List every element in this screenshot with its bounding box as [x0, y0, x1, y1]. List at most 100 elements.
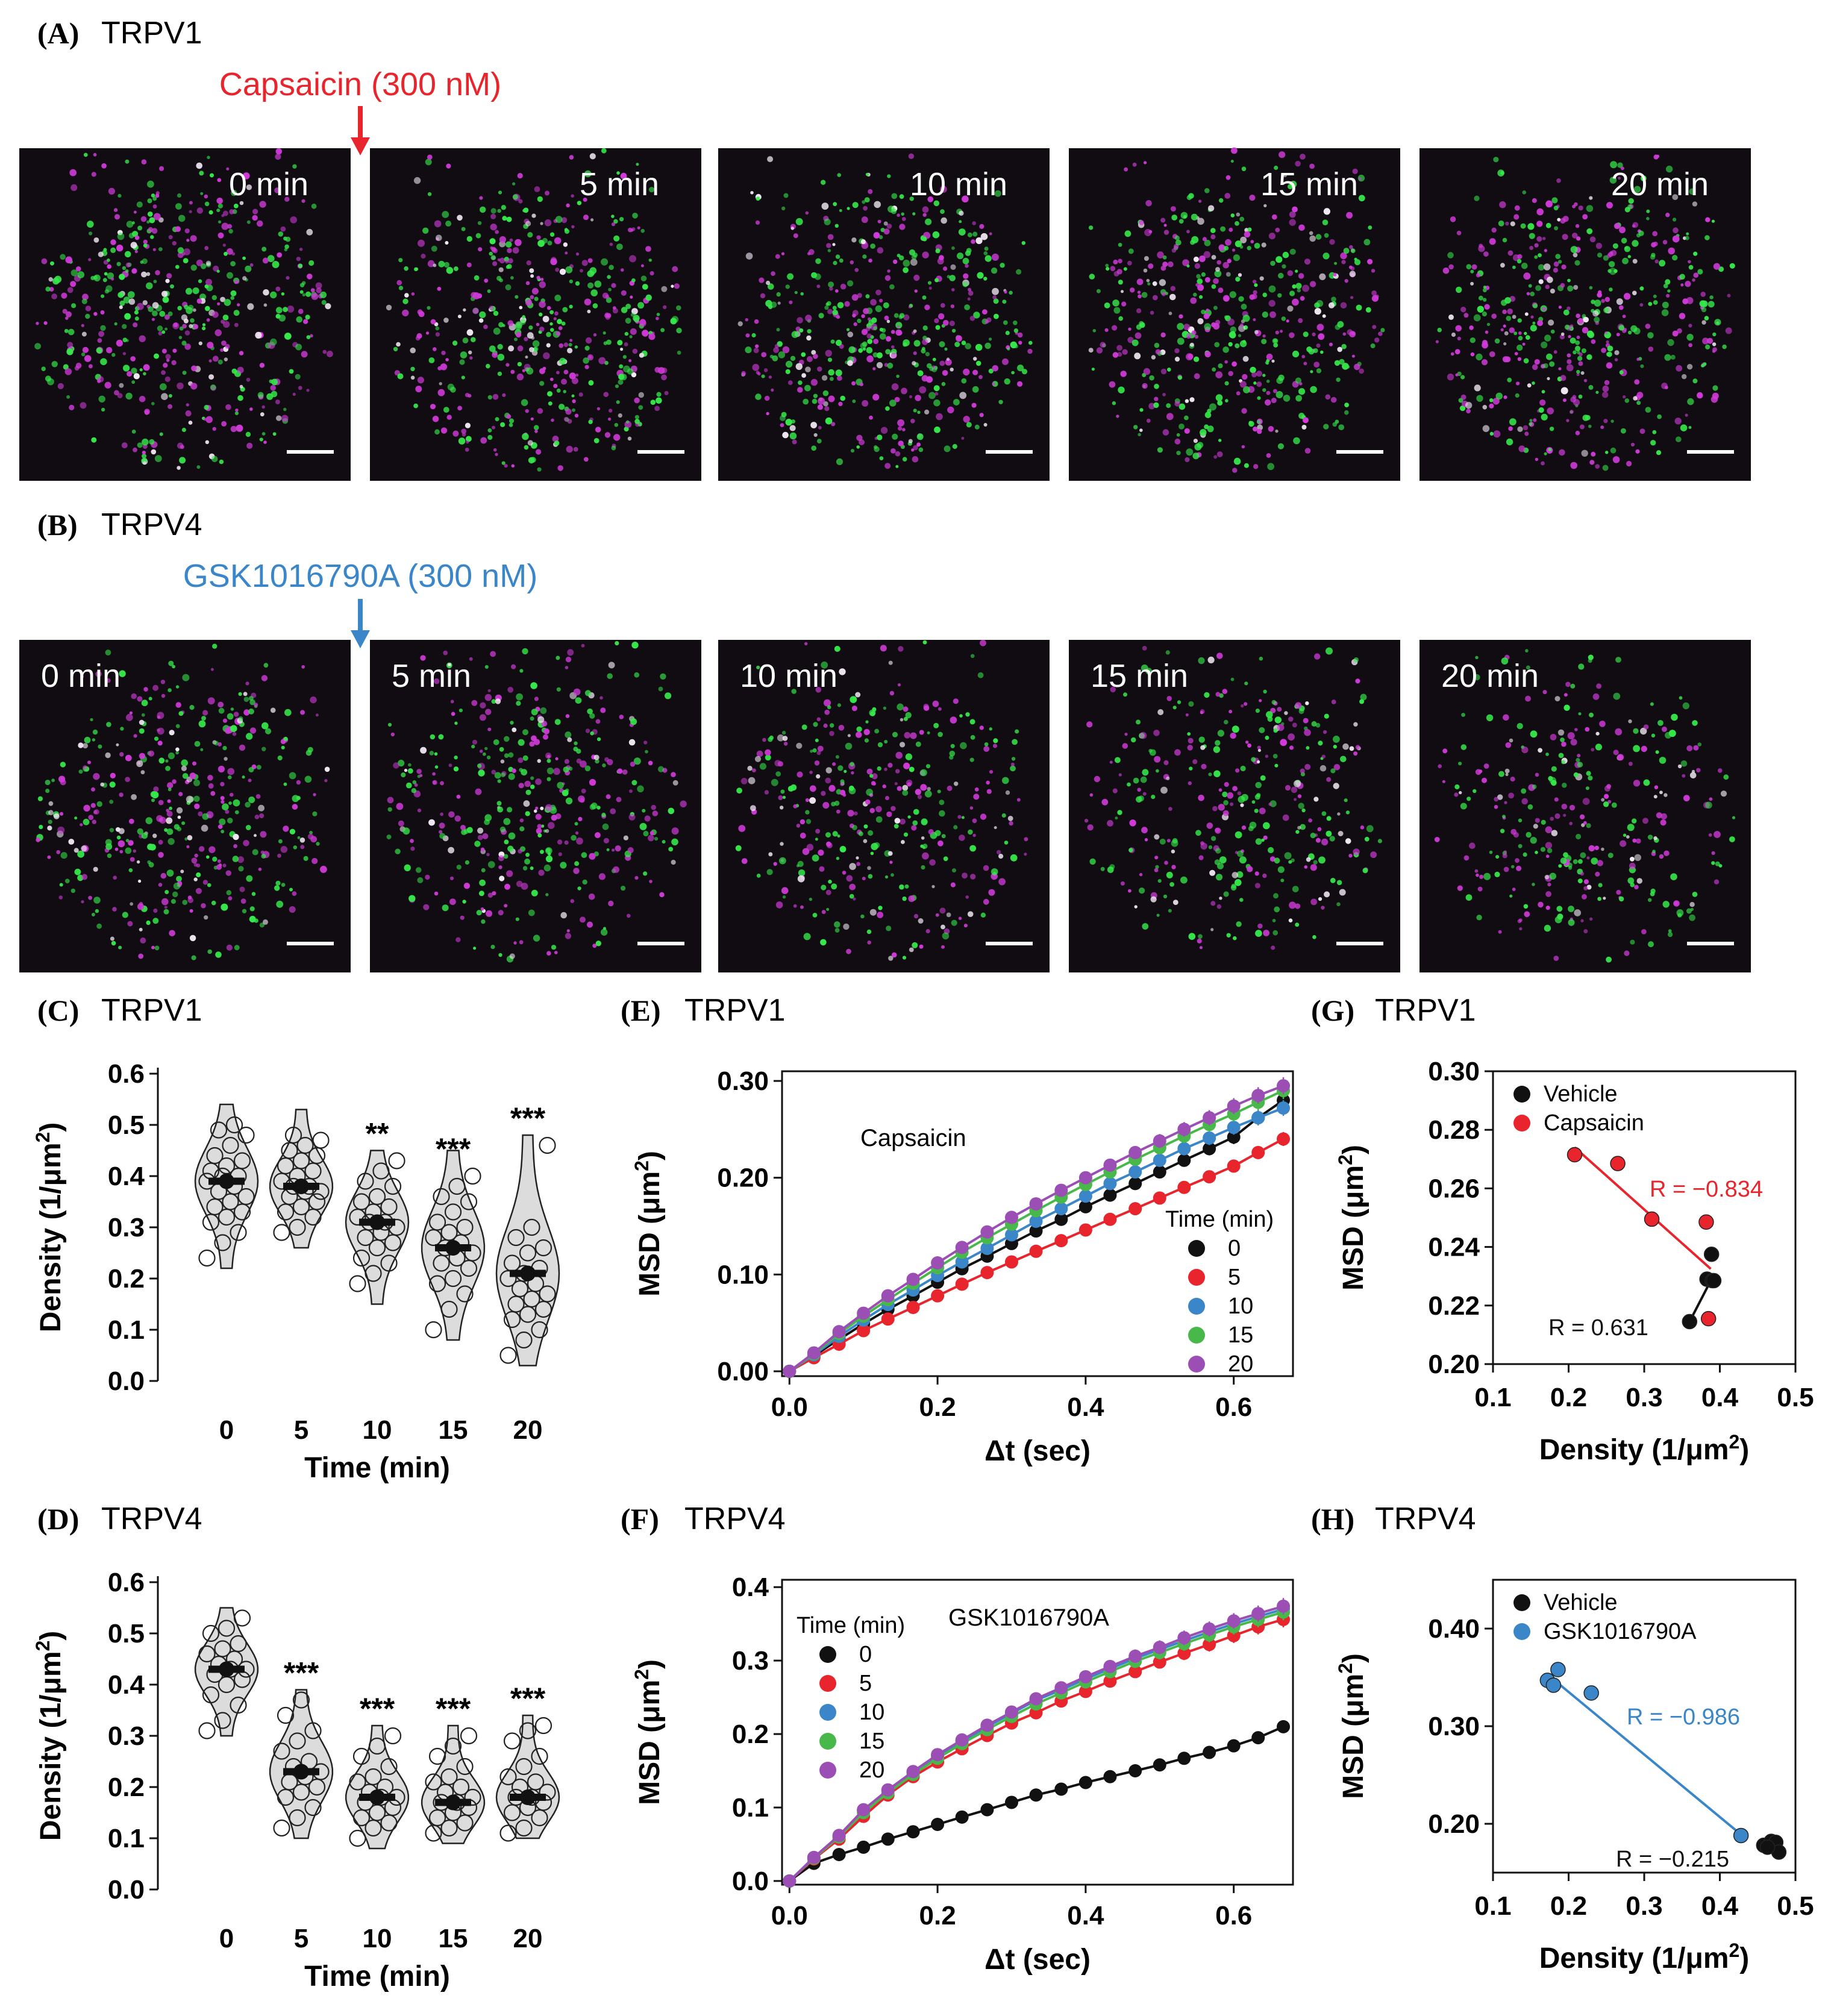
y-tick-label: 0.2: [108, 1264, 145, 1294]
data-point: [1550, 1662, 1566, 1677]
data-point: [1706, 1273, 1722, 1289]
data-point: [349, 1773, 366, 1791]
fluorescence-puncta: [36, 643, 330, 960]
significance-mark: ***: [284, 1656, 319, 1690]
data-point: [225, 1116, 243, 1134]
panel-f-msd-curves: (F) TRPV4 0.0 0.1 0.2 0.3 0.4 0.0 0.2 0.4 0.6 MSD (…: [621, 1501, 1294, 1976]
legend-label-20: 20: [1228, 1351, 1253, 1377]
data-point-5: [1128, 1665, 1142, 1679]
x-tick-label: 10: [363, 1924, 392, 1953]
data-point: [464, 1244, 481, 1262]
data-point-10: [1227, 1121, 1241, 1135]
data-point: [515, 1758, 533, 1776]
data-point-5: [1054, 1234, 1068, 1248]
panel-label: (F): [621, 1502, 659, 1536]
data-point-10: [1103, 1177, 1117, 1191]
legend-marker: [1513, 1115, 1530, 1132]
y-tick-label: 0.2: [108, 1773, 145, 1802]
data-point-20: [1128, 1145, 1142, 1159]
y-tick-label: 0.4: [108, 1670, 145, 1700]
data-point: [352, 1249, 371, 1267]
panel-a-header: (A) TRPV1 Capsaicin (300 nM): [37, 16, 501, 155]
data-point-5: [1177, 1646, 1191, 1660]
legend-marker-5: [819, 1675, 836, 1692]
data-point-20: [783, 1874, 797, 1888]
x-tick-label: 0.4: [1701, 1383, 1739, 1412]
data-point: [206, 1147, 224, 1165]
y-tick-label: 0.30: [1428, 1057, 1480, 1086]
data-point-10: [1177, 1142, 1191, 1156]
data-point: [499, 1768, 517, 1786]
data-point-20: [1103, 1158, 1117, 1172]
microscopy-frame: 20 min: [1419, 640, 1751, 972]
data-point-0: [1029, 1224, 1043, 1238]
data-point-0: [1227, 1739, 1241, 1753]
data-point-20: [955, 1241, 969, 1254]
data-point: [460, 1727, 478, 1745]
legend-marker-5: [1188, 1269, 1205, 1286]
x-tick-label: 0.5: [1777, 1383, 1814, 1412]
microscopy-frame: 0 min: [19, 640, 351, 972]
data-point-20: [807, 1346, 821, 1360]
plot-frame: [781, 1579, 1294, 1886]
y-tick-label: 0.0: [732, 1867, 769, 1896]
panel-label: (C): [37, 994, 79, 1027]
data-point-0: [1103, 1188, 1117, 1202]
data-point-5: [1203, 1170, 1216, 1184]
data-point: [202, 1624, 220, 1642]
data-point: [460, 1193, 478, 1210]
y-tick-label: 0.2: [732, 1720, 769, 1749]
microscopy-frame: 5 min: [370, 640, 701, 972]
data-point: [312, 1132, 330, 1149]
y-tick-label: 0.5: [108, 1110, 145, 1140]
data-point: [440, 1768, 458, 1786]
legend-label-0: 0: [859, 1642, 872, 1667]
data-point: [444, 1737, 462, 1755]
mean-marker: [369, 1214, 385, 1230]
data-point-5: [881, 1312, 895, 1326]
data-point-20: [1153, 1641, 1166, 1654]
legend-label-15: 15: [1228, 1323, 1253, 1348]
data-point: [273, 1224, 290, 1241]
data-point-0: [931, 1818, 945, 1832]
data-point-5: [1153, 1655, 1166, 1669]
data-point: [1567, 1147, 1583, 1163]
legend-marker: [1513, 1086, 1530, 1103]
y-tick-label: 0.4: [732, 1573, 769, 1602]
x-tick-label: 0.1: [1474, 1891, 1511, 1921]
chart-annotation: GSK1016790A: [948, 1604, 1109, 1631]
data-point-20: [1277, 1599, 1291, 1613]
data-point-20: [1203, 1622, 1216, 1636]
time-label: 0 min: [229, 166, 308, 202]
data-point: [440, 1300, 458, 1318]
y-tick-label: 0.1: [732, 1793, 769, 1823]
data-point-5: [955, 1277, 969, 1291]
x-tick-label: 20: [513, 1415, 543, 1445]
data-point-10: [1251, 1111, 1265, 1125]
data-point-0: [1153, 1758, 1166, 1772]
data-point: [448, 1177, 466, 1195]
fluorescence-puncta: [1435, 154, 1735, 471]
data-point-5: [1004, 1255, 1018, 1269]
legend: Time (min) 0 5 10 15 20: [797, 1613, 905, 1783]
time-label: 20 min: [1441, 658, 1539, 694]
data-point: [365, 1768, 382, 1786]
mean-marker: [520, 1265, 536, 1282]
stimulus-arrow-red: [351, 106, 370, 155]
image-background: [370, 640, 701, 972]
data-point-0: [1177, 1751, 1191, 1765]
correlation-label: R = −0.986: [1627, 1705, 1740, 1730]
data-point: [202, 1686, 220, 1704]
data-point: [539, 1285, 556, 1303]
significance-mark: ***: [510, 1101, 546, 1135]
data-point: [292, 1691, 310, 1709]
data-point-0: [1004, 1795, 1018, 1809]
data-point-10: [1054, 1202, 1068, 1216]
y-tick-label: 0.0: [108, 1875, 145, 1905]
data-point: [284, 1126, 302, 1144]
microscopy-frame: 15 min: [1069, 147, 1400, 481]
data-point-5: [1277, 1132, 1291, 1146]
x-tick-label: 15: [439, 1924, 468, 1953]
mean-marker: [445, 1794, 461, 1811]
data-point: [444, 1203, 462, 1221]
